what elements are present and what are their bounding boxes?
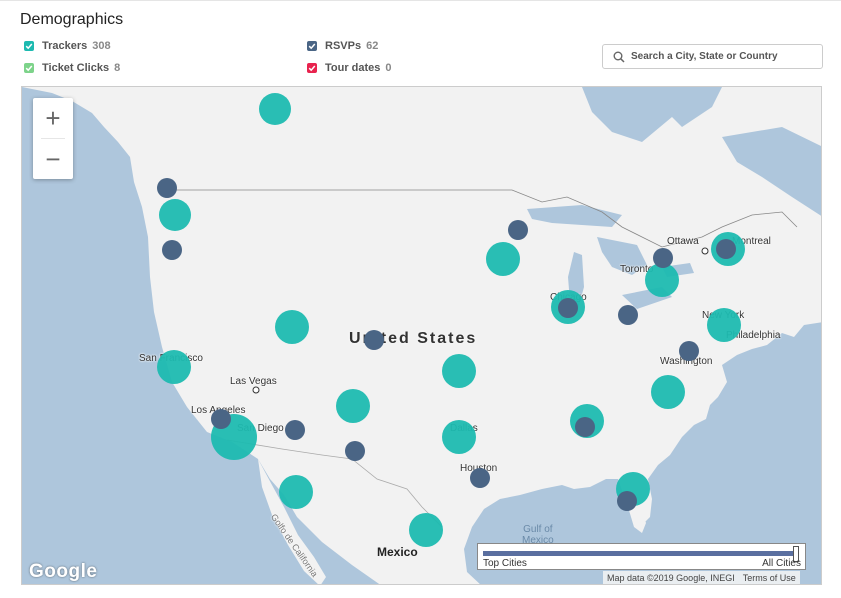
city-range-slider[interactable]: Top Cities All Cities [477,543,806,570]
legend-label: Trackers [42,40,88,52]
slider-track[interactable] [483,551,795,556]
checkbox-checked-icon[interactable] [307,63,317,73]
city-dot [701,247,709,255]
city-dot [252,386,260,394]
rsvp-marker[interactable] [285,420,305,440]
map[interactable]: + − Ottawa Montreal Toronto Chicago New … [21,86,822,585]
tracker-marker[interactable] [279,475,313,509]
rsvp-marker[interactable] [716,239,736,259]
tracker-marker[interactable] [159,199,191,231]
gulf-line-1: Gulf of [523,524,553,535]
legend-count: 308 [92,40,111,52]
tracker-marker[interactable] [651,375,685,409]
checkbox-checked-icon[interactable] [24,41,34,51]
slider-left-label: Top Cities [483,558,527,569]
rsvp-marker[interactable] [162,240,182,260]
checkbox-checked-icon[interactable] [307,41,317,51]
legend-ticket-clicks[interactable]: Ticket Clicks 8 [24,62,120,74]
rsvp-marker[interactable] [364,330,384,350]
rsvp-marker[interactable] [653,248,673,268]
tracker-marker[interactable] [336,389,370,423]
slider-right-label: All Cities [762,558,801,569]
sea-label-gulf: Gulf of Mexico [522,524,554,546]
rsvp-marker[interactable] [679,341,699,361]
zoom-control: + − [33,98,73,179]
legend-trackers[interactable]: Trackers 308 [24,40,111,52]
slider-handle[interactable] [793,546,799,562]
gulf-line-2: Mexico [522,535,554,546]
google-logo: Google [29,561,98,582]
rsvp-marker[interactable] [470,468,490,488]
search-box[interactable] [602,44,823,69]
city-label-las-vegas: Las Vegas [230,376,277,387]
rsvp-marker[interactable] [558,298,578,318]
legend-label: Ticket Clicks [42,62,110,74]
rsvp-marker[interactable] [157,178,177,198]
city-label-philadelphia: Philadelphia [726,330,781,341]
city-label-toronto: Toronto [620,264,654,275]
attribution-text: Map data ©2019 Google, INEGI [607,573,735,583]
tracker-marker[interactable] [409,513,443,547]
zoom-divider [41,138,65,139]
rsvp-marker[interactable] [508,220,528,240]
zoom-in-button[interactable]: + [45,102,61,133]
top-divider [0,0,841,1]
city-label-ottawa: Ottawa [667,236,699,247]
legend-tour-dates[interactable]: Tour dates 0 [307,62,392,74]
tracker-marker[interactable] [157,350,191,384]
rsvp-marker[interactable] [211,409,231,429]
checkbox-checked-icon[interactable] [24,63,34,73]
city-label-montreal: Montreal [732,236,771,247]
map-attribution: Map data ©2019 Google, INEGI Terms of Us… [603,571,800,584]
tracker-marker[interactable] [442,420,476,454]
rsvp-marker[interactable] [618,305,638,325]
tracker-marker[interactable] [486,242,520,276]
zoom-out-button[interactable]: − [45,143,61,174]
map-basemap [22,87,821,584]
legend-label: RSVPs [325,40,362,52]
legend-count: 62 [366,40,379,52]
legend-label: Tour dates [325,62,381,74]
tracker-marker[interactable] [645,263,679,297]
country-label-mexico: Mexico [377,545,418,559]
tracker-marker[interactable] [259,93,291,125]
legend-rsvps[interactable]: RSVPs 62 [307,40,378,52]
rsvp-marker[interactable] [575,417,595,437]
rsvp-marker[interactable] [345,441,365,461]
rsvp-marker[interactable] [617,491,637,511]
legend-count: 0 [385,62,392,74]
tracker-marker[interactable] [707,308,741,342]
tracker-marker[interactable] [442,354,476,388]
city-label-san-diego: San Diego [237,423,284,434]
terms-link[interactable]: Terms of Use [742,573,796,583]
legend-count: 8 [114,62,121,74]
search-input[interactable] [631,51,811,62]
page-title: Demographics [20,11,124,28]
tracker-marker[interactable] [275,310,309,344]
city-label-washington: Washington [660,356,713,367]
search-icon [613,51,625,63]
